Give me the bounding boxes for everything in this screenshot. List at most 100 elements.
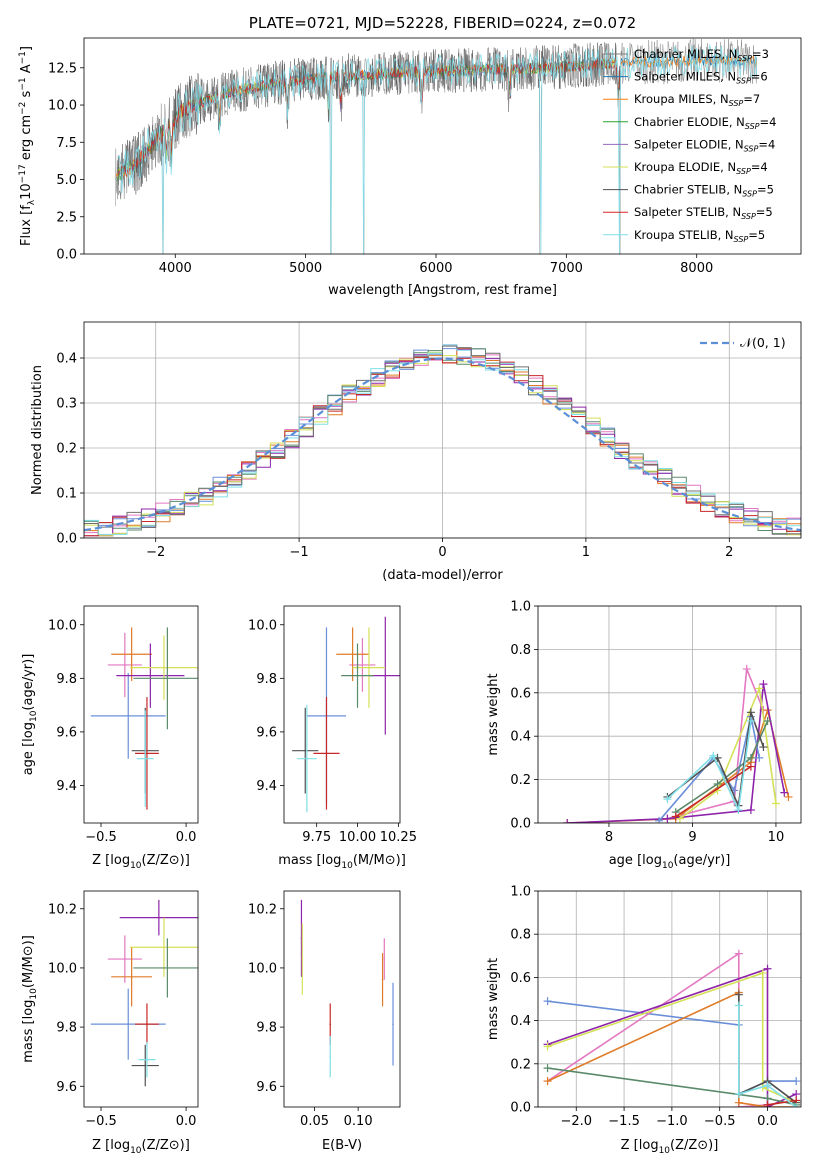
x-tick-label: −1	[290, 545, 309, 560]
y-tick-label: 9.6	[256, 1080, 277, 1095]
y-tick-label: 0.4	[56, 352, 77, 367]
point-marker	[713, 779, 722, 788]
xlabel-part: Z [log	[621, 1138, 659, 1153]
data-point	[146, 1058, 148, 1061]
y-tick-label: 0.0	[56, 248, 77, 263]
x-tick-label: 1	[582, 545, 590, 560]
ylabel-part: erg cm	[19, 115, 34, 164]
y-tick-label: 5.0	[56, 173, 77, 188]
legend-text: Kroupa STELIB, N	[634, 228, 734, 242]
y-tick-label: 10.0	[248, 618, 277, 633]
y-tick-label: 0.1	[56, 487, 77, 502]
panel-residuals: −2 −1 0 1 2 0.0 0.1 0.2 0.3 0.4 (data-model)/error…	[30, 321, 802, 583]
x-tick-label: 0.0	[176, 1114, 197, 1129]
xlabel-sub: 10	[662, 861, 674, 871]
x-tick-label: −1.0	[656, 1114, 688, 1129]
ylabel-part: −1	[18, 51, 28, 64]
data-point	[124, 664, 126, 666]
panel-mass-vs-Z: −0.5 0.09.69.810.010.2Z [log10(Z/Z⊙)]mass…	[21, 890, 199, 1156]
plot-area	[292, 616, 400, 813]
y-tick-label: 9.8	[56, 1021, 77, 1036]
data-point	[361, 664, 364, 666]
legend-sub: SSP	[736, 77, 751, 86]
y-tick-label: 9.6	[56, 725, 77, 740]
point-marker	[755, 684, 764, 693]
y-tick-label: 0.4	[510, 730, 531, 745]
series-line	[666, 720, 752, 813]
ylabel-part: A	[19, 64, 34, 77]
data-point	[163, 666, 165, 669]
legend-sub: SSP	[736, 167, 751, 176]
legend-label: Kroupa ELODIE, NSSP=4	[634, 160, 768, 176]
y-tick-label: 0.0	[510, 1101, 531, 1116]
legend-sub: SSP	[729, 99, 744, 108]
ylabel-part: 10	[19, 183, 34, 200]
xlabel-part: age [log	[609, 853, 662, 868]
xlabel-sub: 10	[659, 1146, 671, 1156]
series-line	[118, 44, 758, 254]
legend-label: Chabrier STELIB, NSSP=5	[634, 183, 774, 199]
y-tick-label: 0.6	[510, 686, 531, 701]
x-axis-label: Z [log10(Z/Z⊙)]	[92, 1138, 190, 1156]
point-marker	[543, 1077, 552, 1086]
point-marker	[746, 708, 755, 717]
x-axis-label: age [log10(age/yr)]	[609, 853, 731, 871]
x-tick-label: 10.00	[339, 830, 376, 845]
y-tick-label: 9.4	[256, 779, 277, 794]
data-point	[146, 1023, 148, 1025]
y-tick-label: 10.0	[48, 618, 77, 633]
data-point	[127, 1023, 130, 1025]
point-marker	[759, 680, 768, 689]
legend-label: Kroupa STELIB, NSSP=5	[634, 228, 765, 244]
ylabel-part: s	[19, 90, 34, 101]
x-tick-label: 2	[725, 545, 733, 560]
panel-mass-vs-EBV: 0.05 0.10 9.6 9.8 10.0 10.2 E(B-V)	[248, 890, 401, 1153]
y-tick-label: 0.2	[510, 1057, 531, 1072]
ylabel-part: (M/M⊙)]	[21, 935, 36, 988]
legend-label: Kroupa MILES, NSSP=7	[634, 92, 760, 108]
y-axis-label: mass weight	[486, 958, 501, 1040]
data-point	[146, 752, 148, 755]
y-tick-label: 0.8	[510, 928, 531, 943]
y-tick-label: 9.6	[256, 725, 277, 740]
normal-curve	[84, 357, 801, 532]
y-tick-label: 1.0	[510, 600, 531, 615]
legend-text: =4	[758, 137, 775, 151]
legend-text: =5	[748, 228, 765, 242]
xlabel-part: Z [log	[92, 853, 130, 868]
point-marker	[771, 799, 780, 808]
point-marker	[734, 1090, 743, 1099]
series-line	[679, 685, 777, 820]
data-point	[144, 757, 147, 760]
point-marker	[543, 1064, 552, 1073]
data-point	[384, 674, 387, 677]
legend-text: Chabrier ELODIE, N	[634, 115, 745, 129]
x-axis-label: mass [log10(M/M⊙)]	[278, 853, 406, 871]
xlabel-part: (Z/Z⊙)]	[142, 853, 190, 868]
ylabel-part: (age/yr)]	[21, 654, 36, 711]
ylabel-sub: 10	[29, 988, 39, 1000]
y-tick-label: 0.2	[56, 442, 77, 457]
point-marker	[734, 805, 743, 814]
data-point	[124, 958, 126, 960]
point-marker	[709, 751, 718, 760]
y-axis-label: mass weight	[486, 673, 501, 755]
legend-sub: SSP	[741, 212, 756, 221]
xlabel-part: mass [log	[278, 853, 341, 868]
series-line	[767, 1099, 797, 1106]
legend-sub: SSP	[737, 54, 752, 63]
axes-frame	[83, 890, 199, 1108]
legend-text: =5	[756, 205, 773, 219]
xlabel-sub: 10	[130, 1146, 142, 1156]
x-tick-label: −2.0	[560, 1114, 592, 1129]
xlabel-part: Z [log	[92, 1138, 130, 1153]
x-tick-label: 5000	[289, 261, 322, 276]
point-marker	[763, 717, 772, 726]
data-point	[356, 674, 359, 677]
x-tick-label: −1.5	[608, 1114, 640, 1129]
legend-sub: SSP	[742, 190, 757, 199]
legend-text: =6	[751, 70, 768, 84]
y-tick-label: 10.2	[248, 902, 277, 917]
y-tick-label: 12.5	[48, 61, 77, 76]
legend-text: Chabrier MILES, N	[634, 47, 737, 61]
